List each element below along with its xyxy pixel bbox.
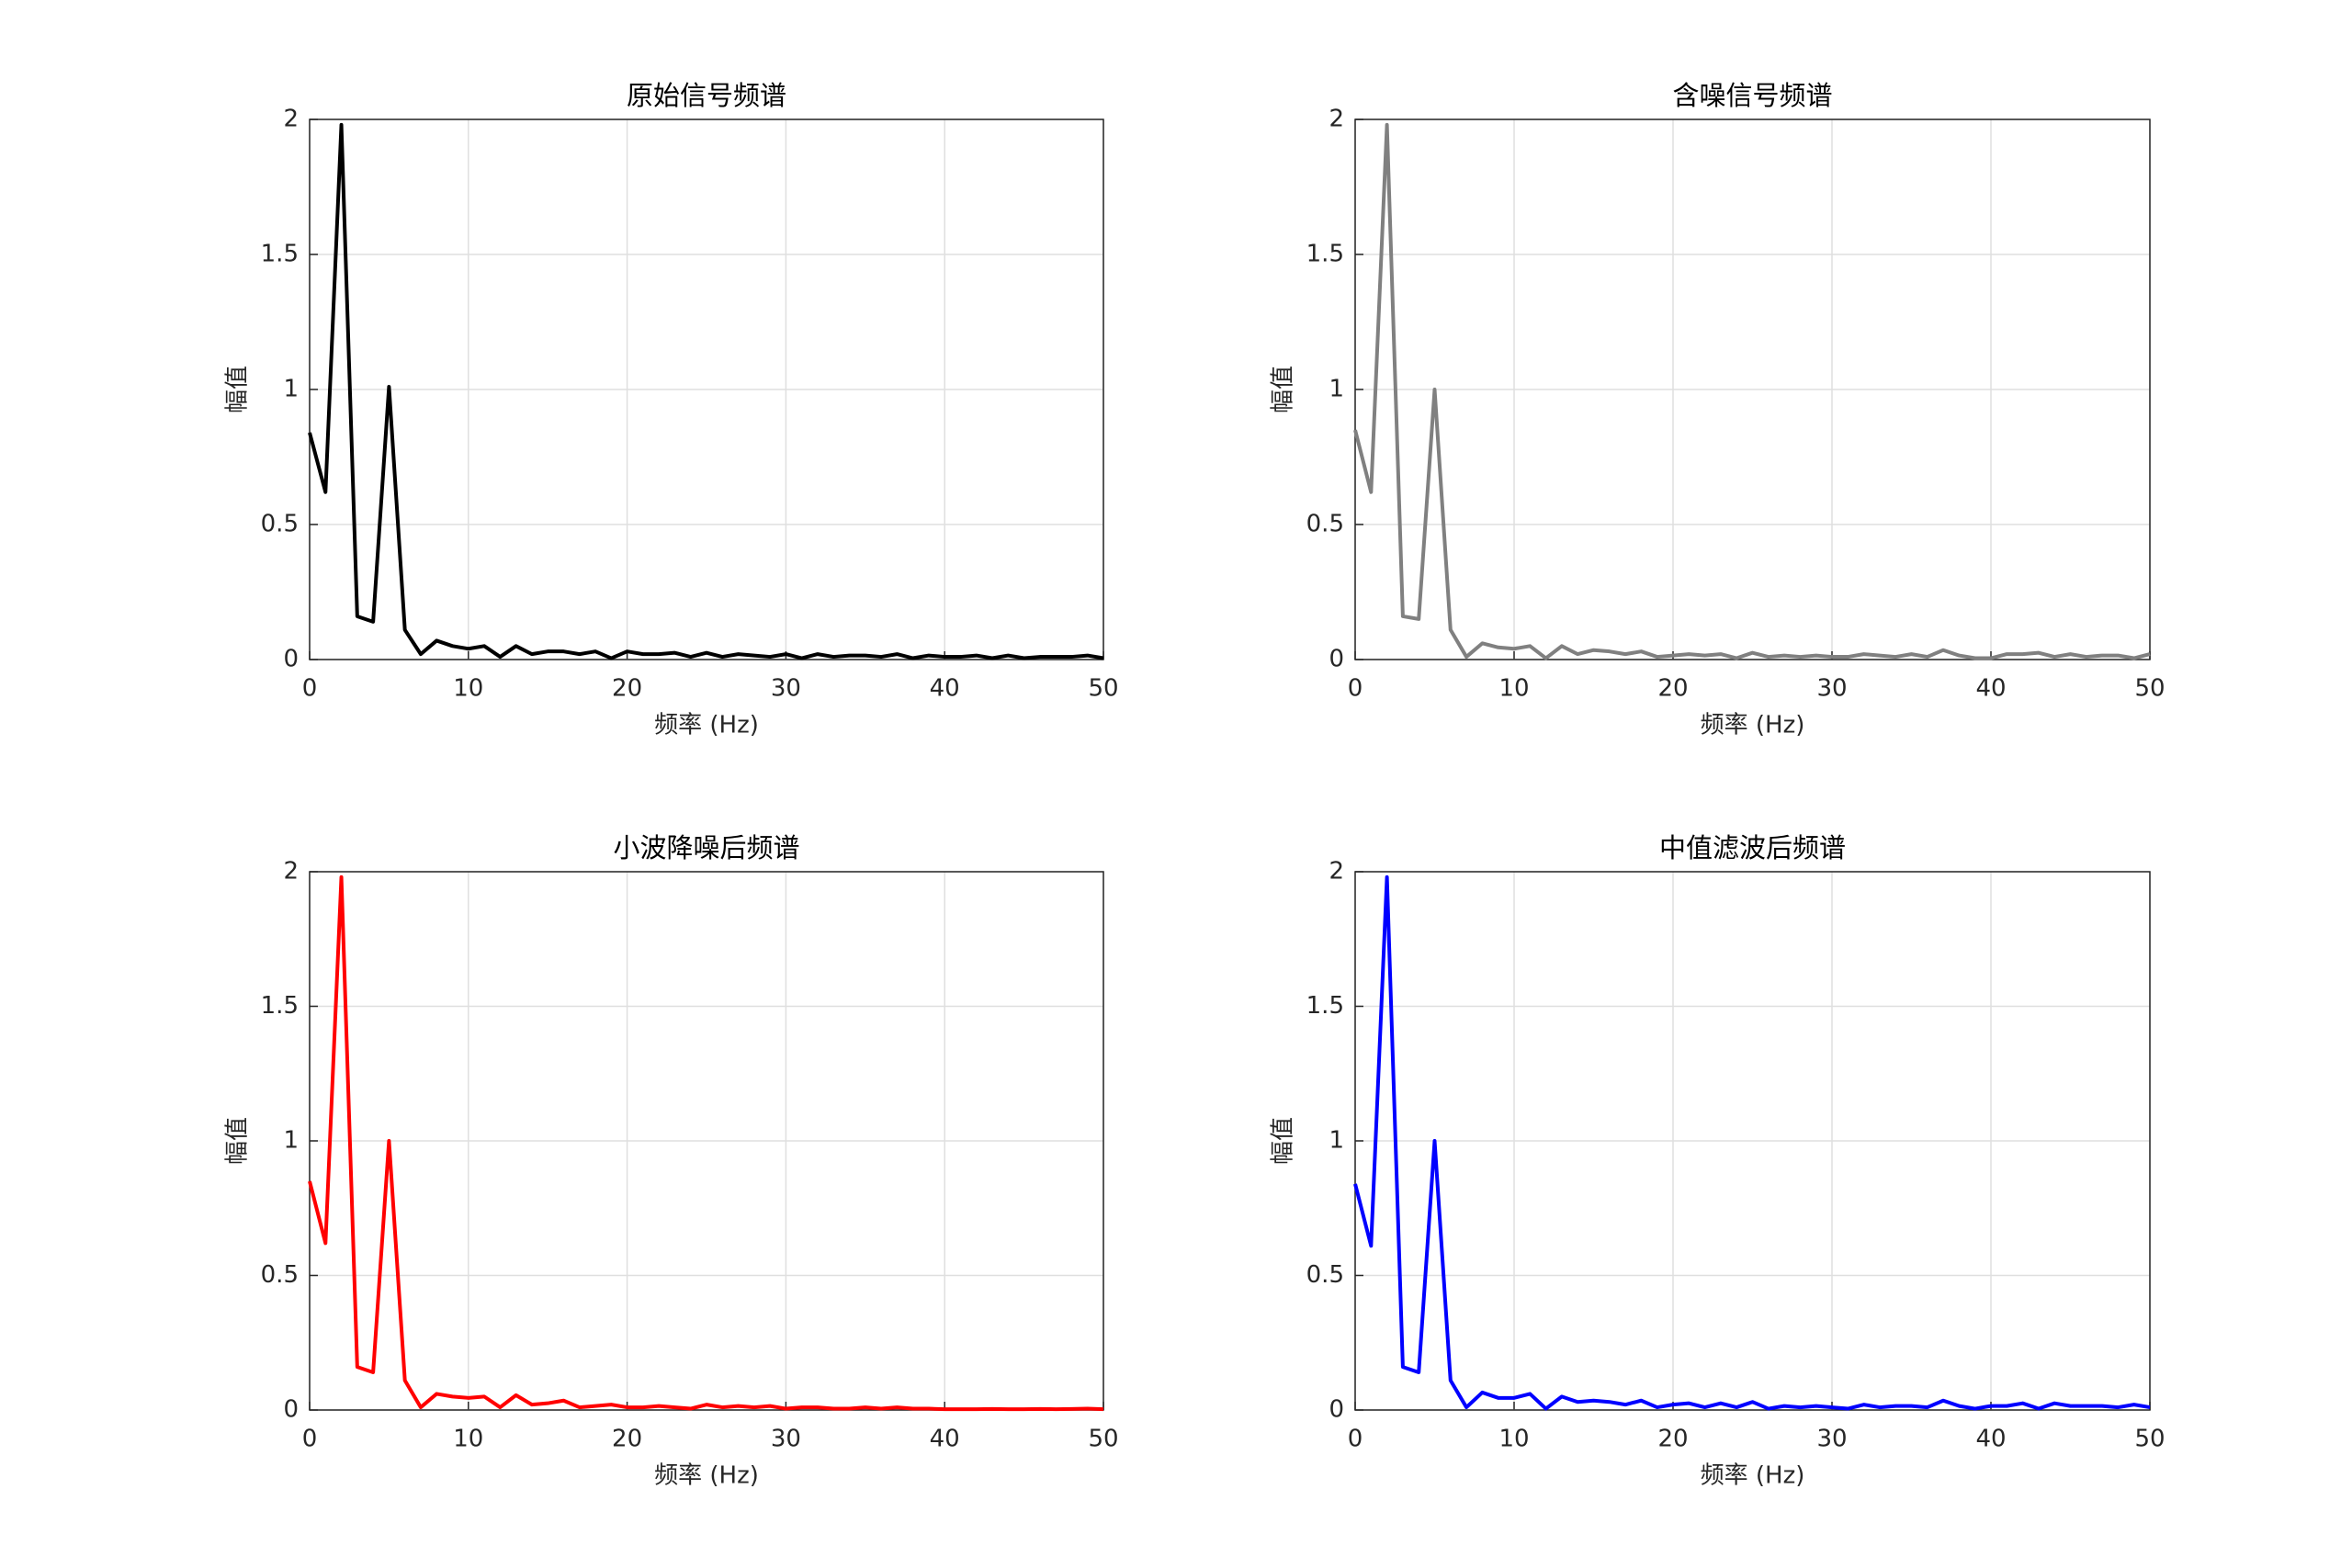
axes-frame xyxy=(309,871,1104,1411)
x-tick-label: 10 xyxy=(453,1426,483,1453)
y-tick-label: 1 xyxy=(283,1127,299,1155)
y-tick-label: 0.5 xyxy=(1306,1261,1344,1289)
x-tick-label: 40 xyxy=(1975,675,2006,703)
y-tick-label: 0 xyxy=(1329,646,1344,673)
x-tick-label: 20 xyxy=(612,1426,642,1453)
y-tick-label: 2 xyxy=(283,106,299,133)
y-tick-label: 2 xyxy=(1329,858,1344,886)
x-axis-label: 频率 (Hz) xyxy=(1701,712,1805,739)
x-tick-label: 20 xyxy=(1657,675,1688,703)
x-tick-label: 0 xyxy=(1348,675,1363,703)
x-tick-label: 0 xyxy=(1348,1426,1363,1453)
series-line xyxy=(308,874,1104,1412)
x-tick-label: 20 xyxy=(612,675,642,703)
x-axis-label: 频率 (Hz) xyxy=(654,1462,759,1490)
y-tick-label: 0.5 xyxy=(1306,511,1344,538)
y-tick-label: 2 xyxy=(283,858,299,886)
x-tick-label: 50 xyxy=(1088,1426,1118,1453)
x-tick-label: 50 xyxy=(2134,1426,2165,1453)
y-tick-label: 1.5 xyxy=(261,992,299,1020)
y-tick-label: 0 xyxy=(283,1396,299,1424)
y-tick-label: 0.5 xyxy=(261,1261,299,1289)
y-tick-label: 1.5 xyxy=(1306,992,1344,1020)
x-tick-label: 30 xyxy=(771,675,801,703)
y-tick-label: 1 xyxy=(1329,376,1344,403)
y-tick-label: 1 xyxy=(283,376,299,403)
x-tick-label: 10 xyxy=(1498,675,1529,703)
y-axis-label: 幅值 xyxy=(224,366,252,413)
x-axis-label: 频率 (Hz) xyxy=(654,712,759,739)
x-tick-label: 40 xyxy=(1975,1426,2006,1453)
x-axis-label: 频率 (Hz) xyxy=(1701,1462,1805,1490)
axes-frame xyxy=(1354,871,2151,1411)
y-tick-label: 0 xyxy=(283,646,299,673)
x-tick-label: 0 xyxy=(302,1426,318,1453)
y-tick-label: 1.5 xyxy=(261,241,299,268)
x-tick-label: 40 xyxy=(930,675,960,703)
y-axis-label: 幅值 xyxy=(1270,366,1297,413)
series-line xyxy=(308,122,1104,660)
series-line xyxy=(1353,874,2151,1411)
axes-frame xyxy=(1354,118,2151,660)
y-tick-label: 0.5 xyxy=(261,511,299,538)
x-tick-label: 30 xyxy=(1816,1426,1847,1453)
y-axis-label: 幅值 xyxy=(1270,1117,1297,1165)
series-line xyxy=(1353,122,2151,660)
chart-title: 小波降噪后频谱 xyxy=(613,832,799,863)
x-tick-label: 40 xyxy=(930,1426,960,1453)
x-tick-label: 10 xyxy=(453,675,483,703)
x-tick-label: 50 xyxy=(1088,675,1118,703)
y-tick-label: 0 xyxy=(1329,1396,1344,1424)
chart-title: 原始信号频谱 xyxy=(627,80,786,111)
x-tick-label: 50 xyxy=(2134,675,2165,703)
y-tick-label: 1.5 xyxy=(1306,241,1344,268)
y-axis-label: 幅值 xyxy=(224,1117,252,1165)
axes-frame xyxy=(309,118,1104,660)
y-tick-label: 1 xyxy=(1329,1127,1344,1155)
x-tick-label: 10 xyxy=(1498,1426,1529,1453)
chart-title: 含噪信号频谱 xyxy=(1672,80,1832,111)
x-tick-label: 20 xyxy=(1657,1426,1688,1453)
chart-title: 中值滤波后频谱 xyxy=(1659,832,1846,863)
y-tick-label: 2 xyxy=(1329,106,1344,133)
x-tick-label: 30 xyxy=(1816,675,1847,703)
x-tick-label: 0 xyxy=(302,675,318,703)
x-tick-label: 30 xyxy=(771,1426,801,1453)
